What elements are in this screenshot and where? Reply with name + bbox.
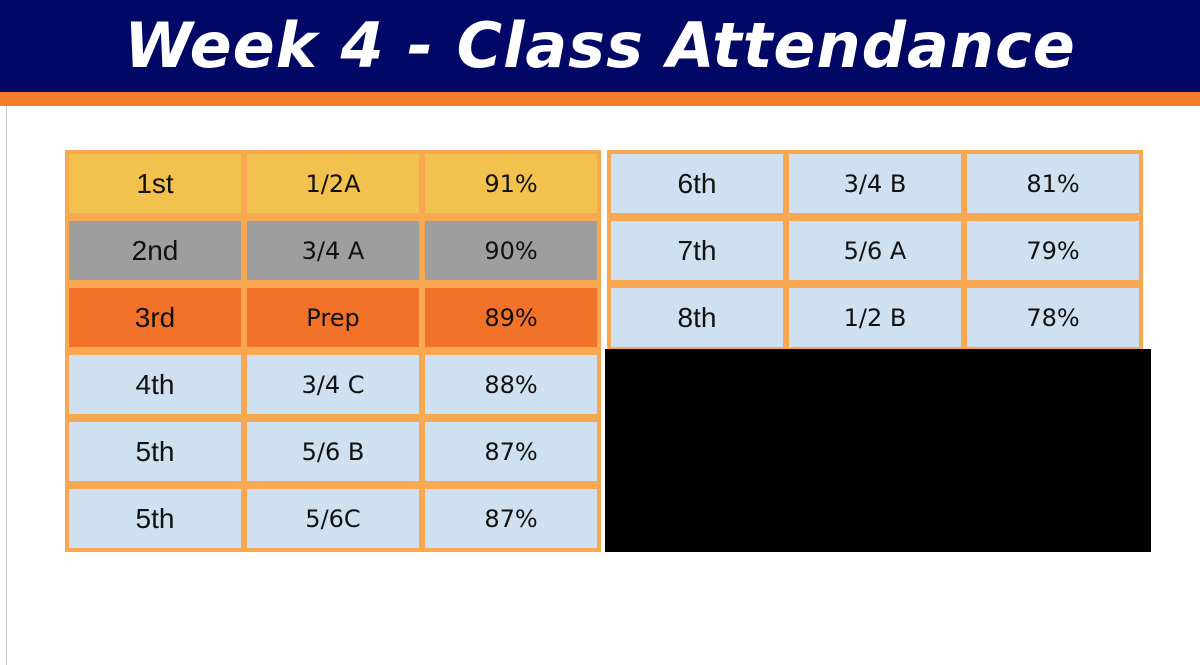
rank-cell: 2nd xyxy=(65,217,245,284)
rank-cell: 7th xyxy=(607,217,787,284)
page-title: Week 4 - Class Attendance Ladder xyxy=(124,9,1076,174)
rank-cell: 5th xyxy=(65,485,245,552)
class-cell: 3/4 B xyxy=(785,150,965,217)
class-cell: 3/4 A xyxy=(243,217,423,284)
redacted-block xyxy=(605,349,1151,552)
class-cell: 3/4 C xyxy=(243,351,423,418)
class-cell: 5/6 A xyxy=(785,217,965,284)
title-underline-stripe xyxy=(0,92,1200,106)
class-cell: Prep xyxy=(243,284,423,351)
rank-cell: 1st xyxy=(65,150,245,217)
attendance-cell: 90% xyxy=(421,217,601,284)
rank-cell: 3rd xyxy=(65,284,245,351)
attendance-cell: 87% xyxy=(421,485,601,552)
rank-cell: 8th xyxy=(607,284,787,351)
class-cell: 1/2A xyxy=(243,150,423,217)
rank-cell: 6th xyxy=(607,150,787,217)
rank-cell: 4th xyxy=(65,351,245,418)
title-banner: Week 4 - Class Attendance Ladder xyxy=(0,0,1200,174)
attendance-cell: 91% xyxy=(421,150,601,217)
class-cell: 5/6 B xyxy=(243,418,423,485)
attendance-cell: 87% xyxy=(421,418,601,485)
class-cell: 5/6C xyxy=(243,485,423,552)
attendance-cell: 89% xyxy=(421,284,601,351)
attendance-cell: 88% xyxy=(421,351,601,418)
slide-edge-line xyxy=(6,106,7,665)
attendance-cell: 78% xyxy=(963,284,1143,351)
rank-cell: 5th xyxy=(65,418,245,485)
class-cell: 1/2 B xyxy=(785,284,965,351)
attendance-cell: 81% xyxy=(963,150,1143,217)
attendance-cell: 79% xyxy=(963,217,1143,284)
